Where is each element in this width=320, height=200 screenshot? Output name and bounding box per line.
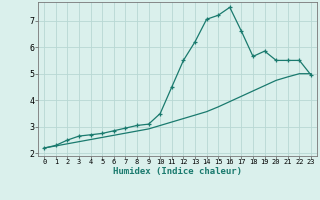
X-axis label: Humidex (Indice chaleur): Humidex (Indice chaleur) — [113, 167, 242, 176]
